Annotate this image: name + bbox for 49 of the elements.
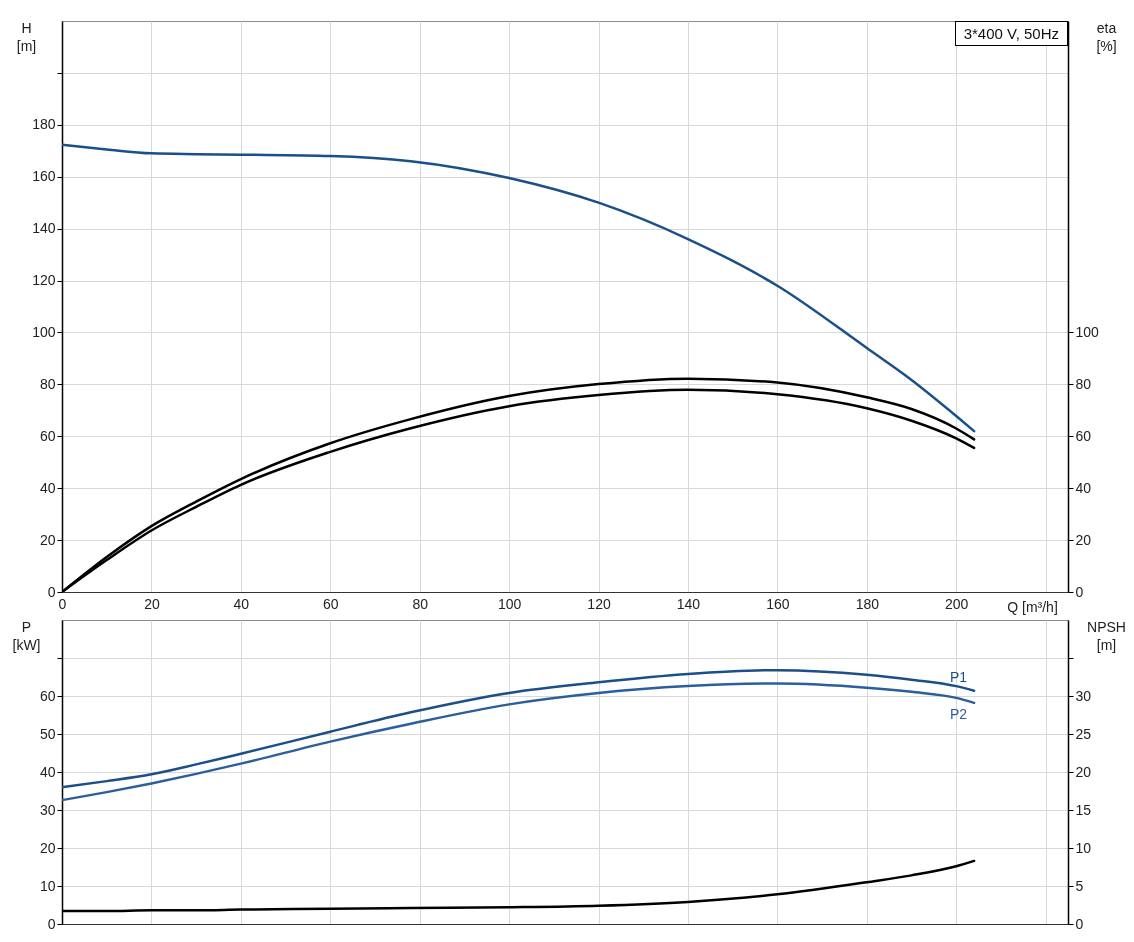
x-tick-label: 200 <box>945 595 969 612</box>
x-tick-label: 0 <box>58 595 67 612</box>
y-tick-label: 20 <box>39 839 56 856</box>
y-tick-label: 120 <box>32 272 56 289</box>
x-tick-label: 20 <box>144 595 160 612</box>
y2-tick-label: 15 <box>1075 801 1092 818</box>
y-tick-label: 20 <box>39 531 56 548</box>
y2-tick-label: 80 <box>1075 375 1092 392</box>
x-tick-label: 100 <box>497 595 522 612</box>
y-tick-label: 60 <box>39 687 56 704</box>
y-axis-title: P [kW] <box>12 618 41 653</box>
series-label: P1 <box>949 668 968 685</box>
y2-tick-label: 20 <box>1075 531 1092 548</box>
y-tick-label: 50 <box>39 725 56 742</box>
y2-tick-label: 5 <box>1075 877 1084 894</box>
x-tick-label: 120 <box>587 595 611 612</box>
y2-tick-label: 60 <box>1075 427 1092 444</box>
y-axis-title: H [m] <box>16 19 37 54</box>
x-tick-label: 40 <box>233 595 250 612</box>
y-tick-label: 40 <box>39 763 56 780</box>
x-tick-label: 140 <box>676 595 701 612</box>
y2-axis-title: eta [%] <box>1096 19 1117 54</box>
y-tick-label: 10 <box>39 877 56 894</box>
y-tick-label: 80 <box>39 375 56 392</box>
y2-axis-title: NPSH [m] <box>1087 618 1126 653</box>
series-label: P2 <box>949 705 968 722</box>
y-tick-label: 160 <box>32 168 56 185</box>
y-tick-label: 0 <box>47 583 56 600</box>
y-tick-label: 40 <box>39 479 56 496</box>
x-tick-label: 60 <box>322 595 339 612</box>
y2-tick-label: 40 <box>1075 479 1092 496</box>
y-tick-label: 180 <box>32 116 56 133</box>
y-tick-label: 140 <box>32 220 56 237</box>
y2-tick-label: 10 <box>1075 839 1092 856</box>
y2-tick-label: 20 <box>1075 763 1092 780</box>
x-tick-label: 160 <box>766 595 790 612</box>
x-tick-label: 80 <box>412 595 429 612</box>
y-tick-label: 0 <box>47 915 56 932</box>
y2-tick-label: 0 <box>1075 915 1084 932</box>
y-tick-label: 100 <box>32 323 56 340</box>
annotation: 3*400 V, 50Hz <box>954 21 1068 46</box>
y2-tick-label: 100 <box>1075 323 1100 340</box>
y-tick-label: 30 <box>39 801 56 818</box>
x-tick-label: 180 <box>855 595 880 612</box>
y-tick-label: 60 <box>39 427 56 444</box>
y2-tick-label: 0 <box>1075 583 1084 600</box>
y2-tick-label: 25 <box>1075 725 1092 742</box>
x-axis-title: Q [m³/h] <box>1007 598 1058 615</box>
y2-tick-label: 30 <box>1075 687 1092 704</box>
